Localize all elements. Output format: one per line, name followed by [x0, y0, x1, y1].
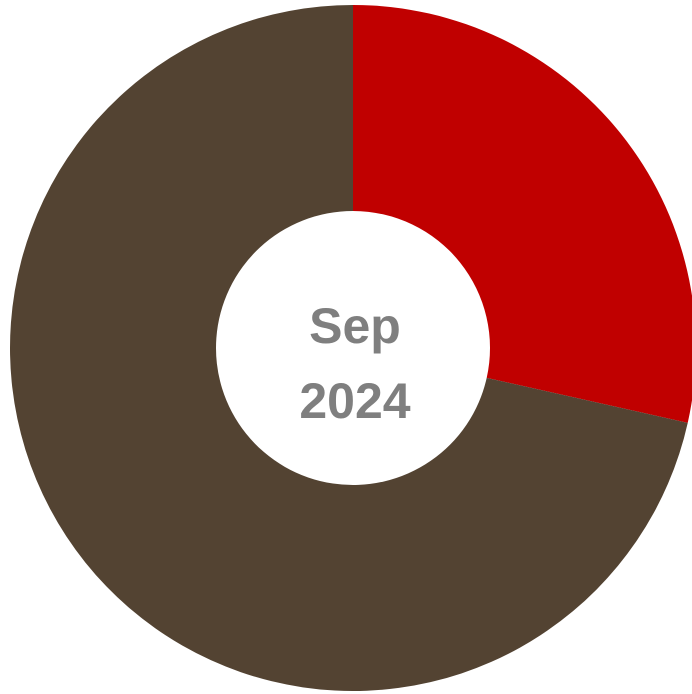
donut-slice-1	[353, 5, 692, 423]
donut-slice-2	[10, 5, 688, 691]
center-label-month: Sep	[309, 298, 401, 354]
center-label: Sep 2024	[299, 298, 410, 429]
donut-slices	[10, 5, 692, 691]
center-label-year: 2024	[299, 373, 410, 429]
